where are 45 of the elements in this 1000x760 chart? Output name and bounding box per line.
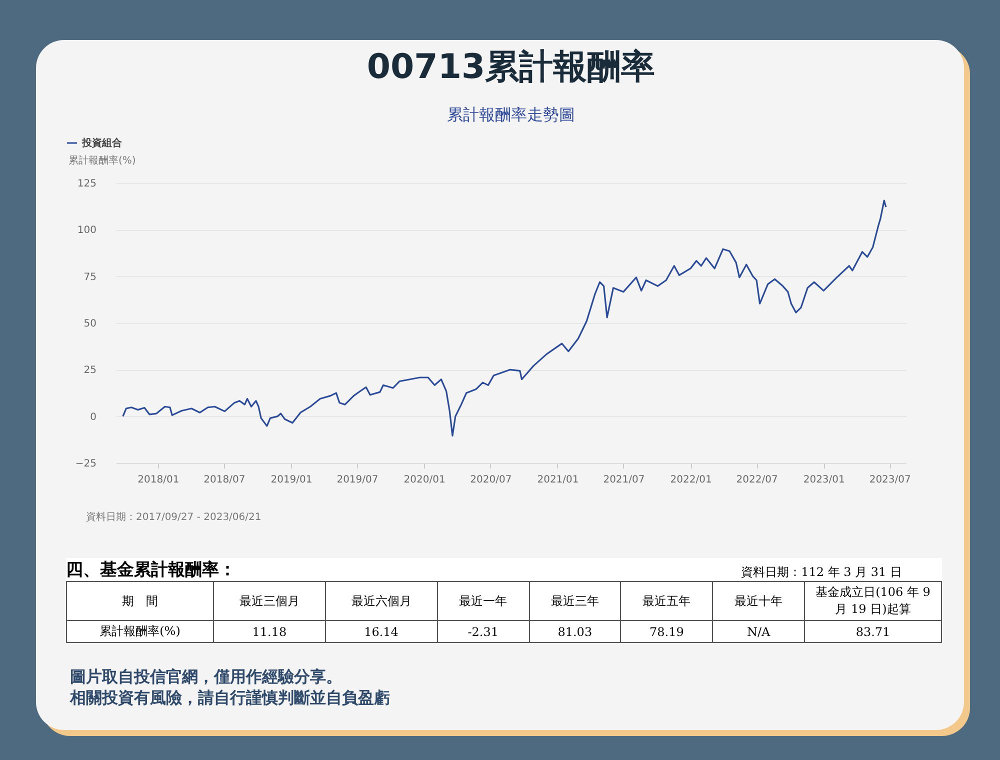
text: -2.31 bbox=[468, 624, 498, 638]
category-label: 最近五年 bbox=[620, 582, 713, 620]
category-label: 最近十年 bbox=[712, 582, 804, 620]
x-tick-label: 2021/01 bbox=[537, 474, 579, 486]
category-label: 最近三年 bbox=[529, 582, 621, 620]
text: 16.14 bbox=[364, 624, 398, 638]
x-tick-label: 2018/07 bbox=[204, 474, 246, 486]
text: 83.71 bbox=[856, 624, 890, 638]
x-tick-label: 2023/07 bbox=[869, 474, 911, 486]
text: 期 間 bbox=[66, 582, 214, 620]
chart-title: 00713累計報酬率 bbox=[366, 47, 656, 87]
x-tick-label: 2023/01 bbox=[803, 474, 845, 486]
x-tick-label: 2018/01 bbox=[138, 474, 180, 486]
category-label: 基金成立日(106 年 9 月 19 日)起算 bbox=[804, 582, 942, 620]
chart-subtitle: 累計報酬率走勢圖 bbox=[447, 106, 575, 124]
y-tick-label: 100 bbox=[77, 225, 96, 236]
x-tick-label: 2021/07 bbox=[603, 474, 645, 486]
text: 資料日期：112 年 3 月 31 日 bbox=[741, 564, 903, 581]
x-tick-label: 2020/01 bbox=[404, 474, 446, 486]
category-label: 最近六個月 bbox=[325, 582, 438, 620]
text: 四、基金累計報酬率： bbox=[66, 559, 236, 581]
y-tick-label: 75 bbox=[84, 272, 96, 283]
y-axis-title: 累計報酬率(%) bbox=[68, 154, 136, 166]
x-tick-label: 2019/07 bbox=[336, 474, 378, 486]
x-tick-label: 2022/01 bbox=[670, 474, 712, 486]
legend-label: 投資組合 bbox=[81, 137, 123, 149]
text: 圖片取自投信官網，僅用作經驗分享。 bbox=[70, 666, 343, 687]
text: 累計報酬率(%) bbox=[66, 620, 214, 642]
x-tick-label: 2022/07 bbox=[736, 474, 778, 486]
y-tick-label: 25 bbox=[84, 365, 96, 376]
text: 資料日期：2017/09/27 - 2023/06/21 bbox=[86, 510, 262, 524]
x-tick-label: 2019/01 bbox=[270, 474, 312, 486]
text: 78.19 bbox=[650, 624, 684, 638]
y-tick-label: 0 bbox=[90, 412, 96, 423]
category-label: 最近三個月 bbox=[214, 582, 326, 620]
y-tick-label: −25 bbox=[75, 458, 96, 470]
text: 相關投資有風險，請自行謹慎判斷並自負盈虧 bbox=[70, 687, 390, 708]
y-tick-label: 125 bbox=[77, 178, 96, 190]
text: 11.18 bbox=[252, 624, 287, 638]
text: N/A bbox=[746, 624, 770, 638]
text: 81.03 bbox=[558, 624, 592, 638]
x-tick-label: 2020/07 bbox=[470, 474, 512, 486]
line-series bbox=[122, 200, 887, 437]
y-tick-label: 50 bbox=[84, 318, 96, 330]
category-label: 最近一年 bbox=[437, 582, 529, 620]
